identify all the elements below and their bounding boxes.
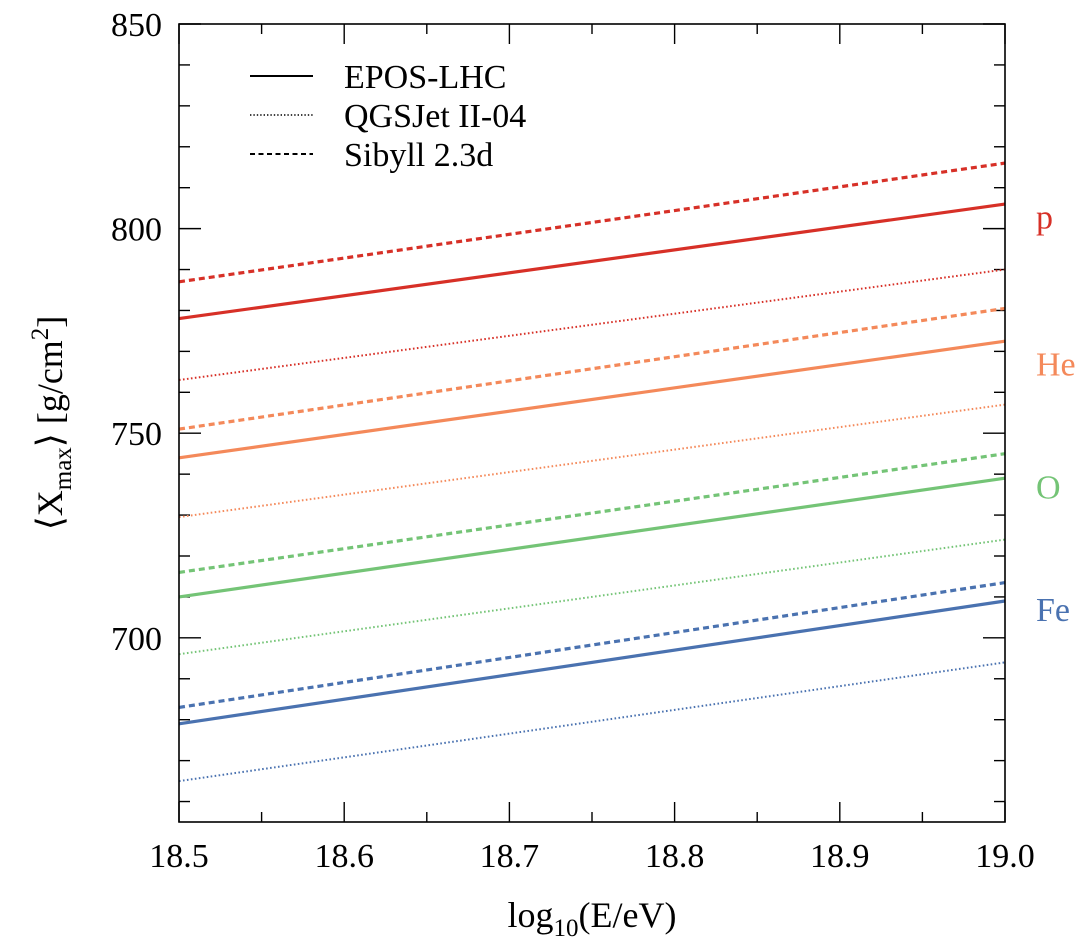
species-label-he: He [1036, 347, 1076, 384]
series-line-epos-lhc-p [178, 202, 1006, 321]
x-tick-label: 18.9 [810, 838, 870, 875]
legend-label: EPOS-LHC [344, 59, 506, 96]
series-lines [178, 161, 1006, 783]
x-tick-label: 18.5 [149, 838, 209, 875]
species-label-p: p [1036, 199, 1053, 236]
plot-frame [178, 23, 1006, 823]
series-line-qgsjet-ii-04-o [178, 538, 1006, 656]
y-tick-label: 700 [111, 621, 162, 658]
series-line-sibyll-2-3d-he [178, 306, 1006, 431]
x-tick-label: 18.7 [480, 838, 540, 875]
y-tick-label: 850 [111, 7, 162, 44]
x-tick-label: 18.6 [314, 838, 374, 875]
species-labels: p He O Fe [1036, 199, 1076, 629]
series-line-epos-lhc-he [178, 339, 1006, 460]
series-line-qgsjet-ii-04-he [178, 403, 1006, 519]
series-line-epos-lhc-o [178, 476, 1006, 599]
series-line-qgsjet-ii-04-fe [178, 661, 1006, 783]
series-line-qgsjet-ii-04-p [178, 268, 1006, 381]
series-line-epos-lhc-fe [178, 599, 1006, 726]
species-label-fe: Fe [1036, 592, 1070, 629]
legend-label: QGSJet II-04 [344, 98, 526, 135]
series-line-sibyll-2-3d-p [178, 161, 1006, 284]
y-tick-label: 750 [111, 416, 162, 453]
species-label-o: O [1036, 469, 1061, 506]
series-line-sibyll-2-3d-o [178, 452, 1006, 574]
legend-label: Sibyll 2.3d [344, 137, 493, 174]
axis-ticks [178, 23, 1006, 822]
y-axis-title: ⟨Xmax⟩ [g/cm2] [27, 316, 77, 531]
y-tick-label: 800 [111, 212, 162, 249]
x-tick-label: 18.8 [645, 838, 705, 875]
tick-labels: 18.5 18.6 18.7 18.8 18.9 19.0 700 750 800 850 [111, 7, 1035, 875]
x-axis-title: log10(E/eV) [508, 895, 677, 942]
x-tick-label: 19.0 [975, 838, 1035, 875]
series-line-sibyll-2-3d-fe [178, 581, 1006, 709]
